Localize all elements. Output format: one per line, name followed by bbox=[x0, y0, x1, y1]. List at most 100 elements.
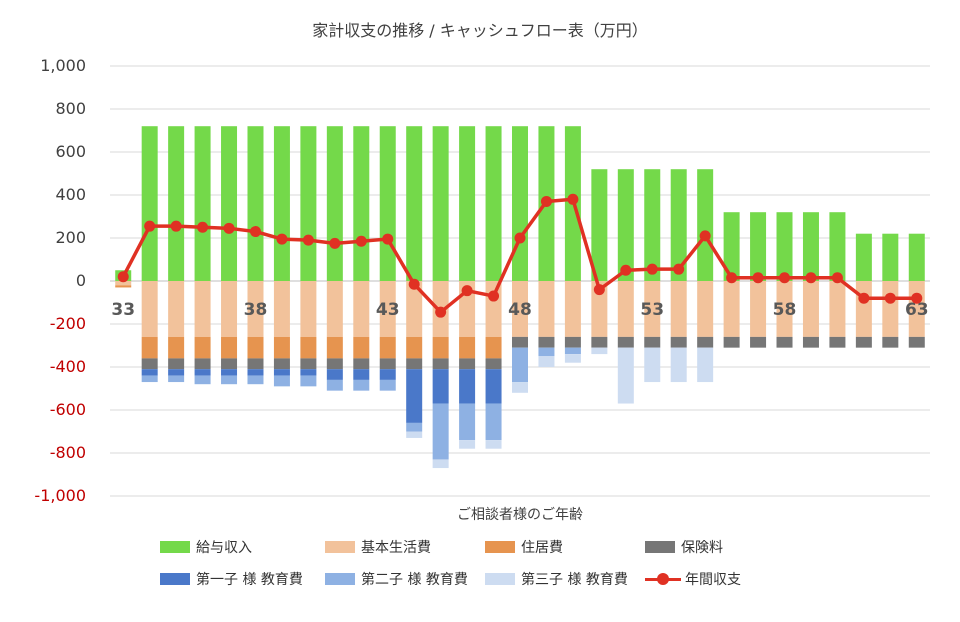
x-axis-title: ご相談者様のご年齢 bbox=[457, 507, 583, 523]
bar-segment bbox=[591, 336, 608, 348]
bar-segment bbox=[564, 281, 581, 337]
x-tick-label: 43 bbox=[376, 300, 400, 320]
bar-segment bbox=[353, 379, 370, 391]
bar-segment bbox=[141, 126, 158, 281]
bar-segment bbox=[141, 369, 158, 376]
bar-segment bbox=[115, 281, 132, 286]
bar-segment bbox=[141, 281, 158, 337]
bar-segment bbox=[802, 281, 819, 337]
bar-segment bbox=[485, 358, 502, 370]
bar-segment bbox=[326, 126, 343, 281]
bar-segment bbox=[221, 126, 238, 281]
bar-segment bbox=[379, 358, 396, 370]
bar-segment bbox=[406, 336, 423, 359]
chart-title: 家計収支の推移 / キャッシュフロー表（万円） bbox=[312, 21, 648, 40]
bar-segment bbox=[326, 281, 343, 337]
y-tick-label: 200 bbox=[55, 228, 86, 247]
y-tick-label: -200 bbox=[50, 314, 86, 333]
bar-segment bbox=[379, 281, 396, 337]
bar-segment bbox=[512, 347, 528, 383]
bar-segment bbox=[247, 369, 264, 376]
net-balance-point bbox=[593, 284, 605, 296]
x-tick-label: 38 bbox=[244, 300, 268, 320]
bar-segment bbox=[168, 281, 185, 337]
bar-segment bbox=[300, 126, 317, 281]
bar-segment bbox=[221, 369, 238, 376]
bar-segment bbox=[406, 126, 423, 281]
bar-segment bbox=[538, 281, 555, 337]
bar-segment bbox=[273, 281, 290, 337]
net-balance-point bbox=[329, 237, 341, 249]
bar-segment bbox=[194, 375, 211, 385]
bar-segment bbox=[697, 281, 714, 337]
net-balance-point bbox=[884, 292, 896, 304]
bar-segment bbox=[855, 336, 872, 348]
bar-segment bbox=[353, 281, 370, 337]
bar-segment bbox=[300, 336, 317, 359]
bar-segment bbox=[141, 358, 158, 370]
bar-segment bbox=[485, 281, 502, 337]
bar-segment bbox=[908, 336, 925, 348]
net-balance-point bbox=[197, 221, 209, 233]
bar-segment bbox=[300, 375, 317, 387]
bar-segment bbox=[617, 347, 634, 404]
bar-segment bbox=[459, 403, 476, 441]
bar-segment bbox=[591, 347, 608, 355]
bar-segment bbox=[538, 356, 555, 367]
bar-segment bbox=[538, 347, 555, 357]
bar-segment bbox=[273, 126, 290, 281]
bar-segment bbox=[221, 336, 238, 359]
bar-segment bbox=[829, 336, 846, 348]
bar-segment bbox=[115, 285, 132, 288]
x-tick-label: 53 bbox=[640, 300, 664, 320]
y-tick-label: -400 bbox=[50, 357, 86, 376]
bar-segment bbox=[406, 422, 423, 432]
bar-segment bbox=[723, 336, 740, 348]
bar-segment bbox=[802, 336, 819, 348]
bar-segment bbox=[141, 375, 158, 383]
x-tick-label: 63 bbox=[905, 300, 929, 320]
bar-segment bbox=[406, 431, 423, 438]
net-balance-point bbox=[249, 226, 261, 238]
bar-segment bbox=[194, 281, 211, 337]
bar-segment bbox=[512, 382, 528, 393]
net-balance-point bbox=[514, 232, 526, 244]
bar-segment bbox=[168, 336, 185, 359]
net-balance-point bbox=[302, 234, 314, 246]
net-balance-point bbox=[540, 195, 552, 207]
bar-segment bbox=[432, 126, 449, 281]
y-axis-ticks: 1,000 800 600 400 200 0 -200 -400 -600 -800 -1,000 bbox=[34, 56, 86, 505]
x-tick-label: 58 bbox=[773, 300, 797, 320]
bar-segment bbox=[617, 281, 634, 337]
bar-segment bbox=[855, 281, 872, 337]
bar-segment bbox=[326, 336, 343, 359]
bar-segment bbox=[750, 281, 767, 337]
y-tick-label: -800 bbox=[50, 443, 86, 462]
net-balance-point bbox=[435, 306, 447, 318]
bar-segment bbox=[512, 336, 528, 348]
bar-segment bbox=[273, 358, 290, 370]
bar-segment bbox=[670, 281, 687, 337]
y-tick-label: 600 bbox=[55, 142, 86, 161]
bar-segment bbox=[644, 281, 661, 337]
bar-segment bbox=[221, 358, 238, 370]
bar-segment bbox=[379, 336, 396, 359]
bar-segment bbox=[485, 403, 502, 441]
bar-segment bbox=[882, 281, 899, 337]
x-tick-label: 33 bbox=[111, 300, 135, 320]
net-balance-point bbox=[699, 230, 711, 242]
bar-segment bbox=[247, 336, 264, 359]
net-balance-point bbox=[144, 220, 156, 232]
bar-segment bbox=[644, 336, 661, 348]
bar-segment bbox=[855, 233, 872, 281]
bar-segment bbox=[512, 281, 528, 337]
bar-segment bbox=[326, 379, 343, 391]
net-balance-point bbox=[831, 272, 843, 284]
bar-segment bbox=[829, 281, 846, 337]
bar-segment bbox=[670, 336, 687, 348]
bar-segment bbox=[459, 336, 476, 359]
net-balance-point bbox=[805, 272, 817, 284]
x-axis-labels: 33 38 43 48 53 58 63 bbox=[111, 300, 928, 320]
bar-segment bbox=[485, 369, 502, 404]
